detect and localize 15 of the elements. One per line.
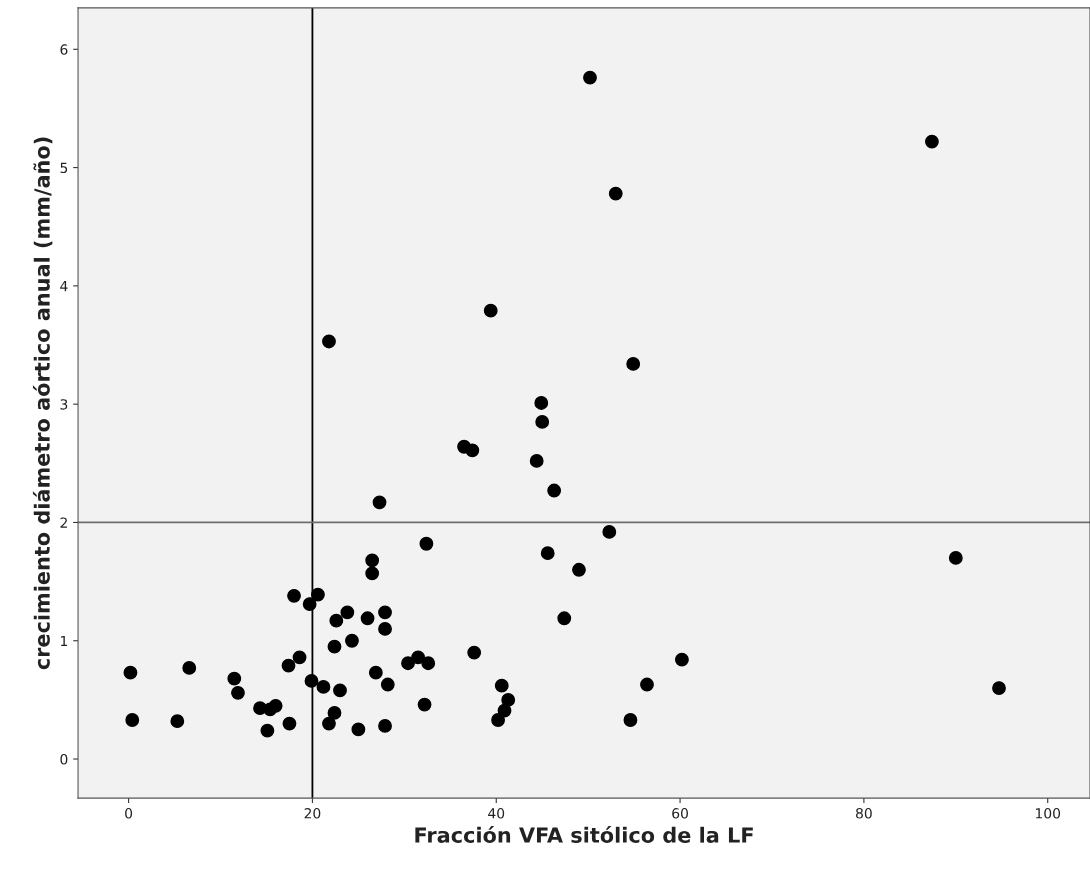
x-tick-label: 60 [672, 808, 688, 819]
y-tick-label: 2 [60, 517, 67, 528]
y-tick-label: 6 [60, 44, 68, 55]
x-tick-label: 20 [304, 808, 321, 819]
y-tick-label: 3 [60, 399, 68, 410]
y-tick-label: 0 [60, 754, 68, 765]
x-tick-label: 80 [856, 808, 872, 819]
y-tick-label: 4 [60, 281, 68, 292]
x-tick-label: 100 [1035, 808, 1061, 819]
x-tick-label: 0 [125, 808, 133, 819]
y-tick-label: 5 [60, 162, 68, 174]
x-tick-label: 40 [488, 808, 505, 819]
x-axis-title: Fracción VFA sitólico de la LF [415, 825, 753, 843]
y-axis-title: crecimiento diámetro aórtico anual (mm/año) [32, 137, 53, 670]
y-tick-label: 1 [61, 635, 68, 647]
